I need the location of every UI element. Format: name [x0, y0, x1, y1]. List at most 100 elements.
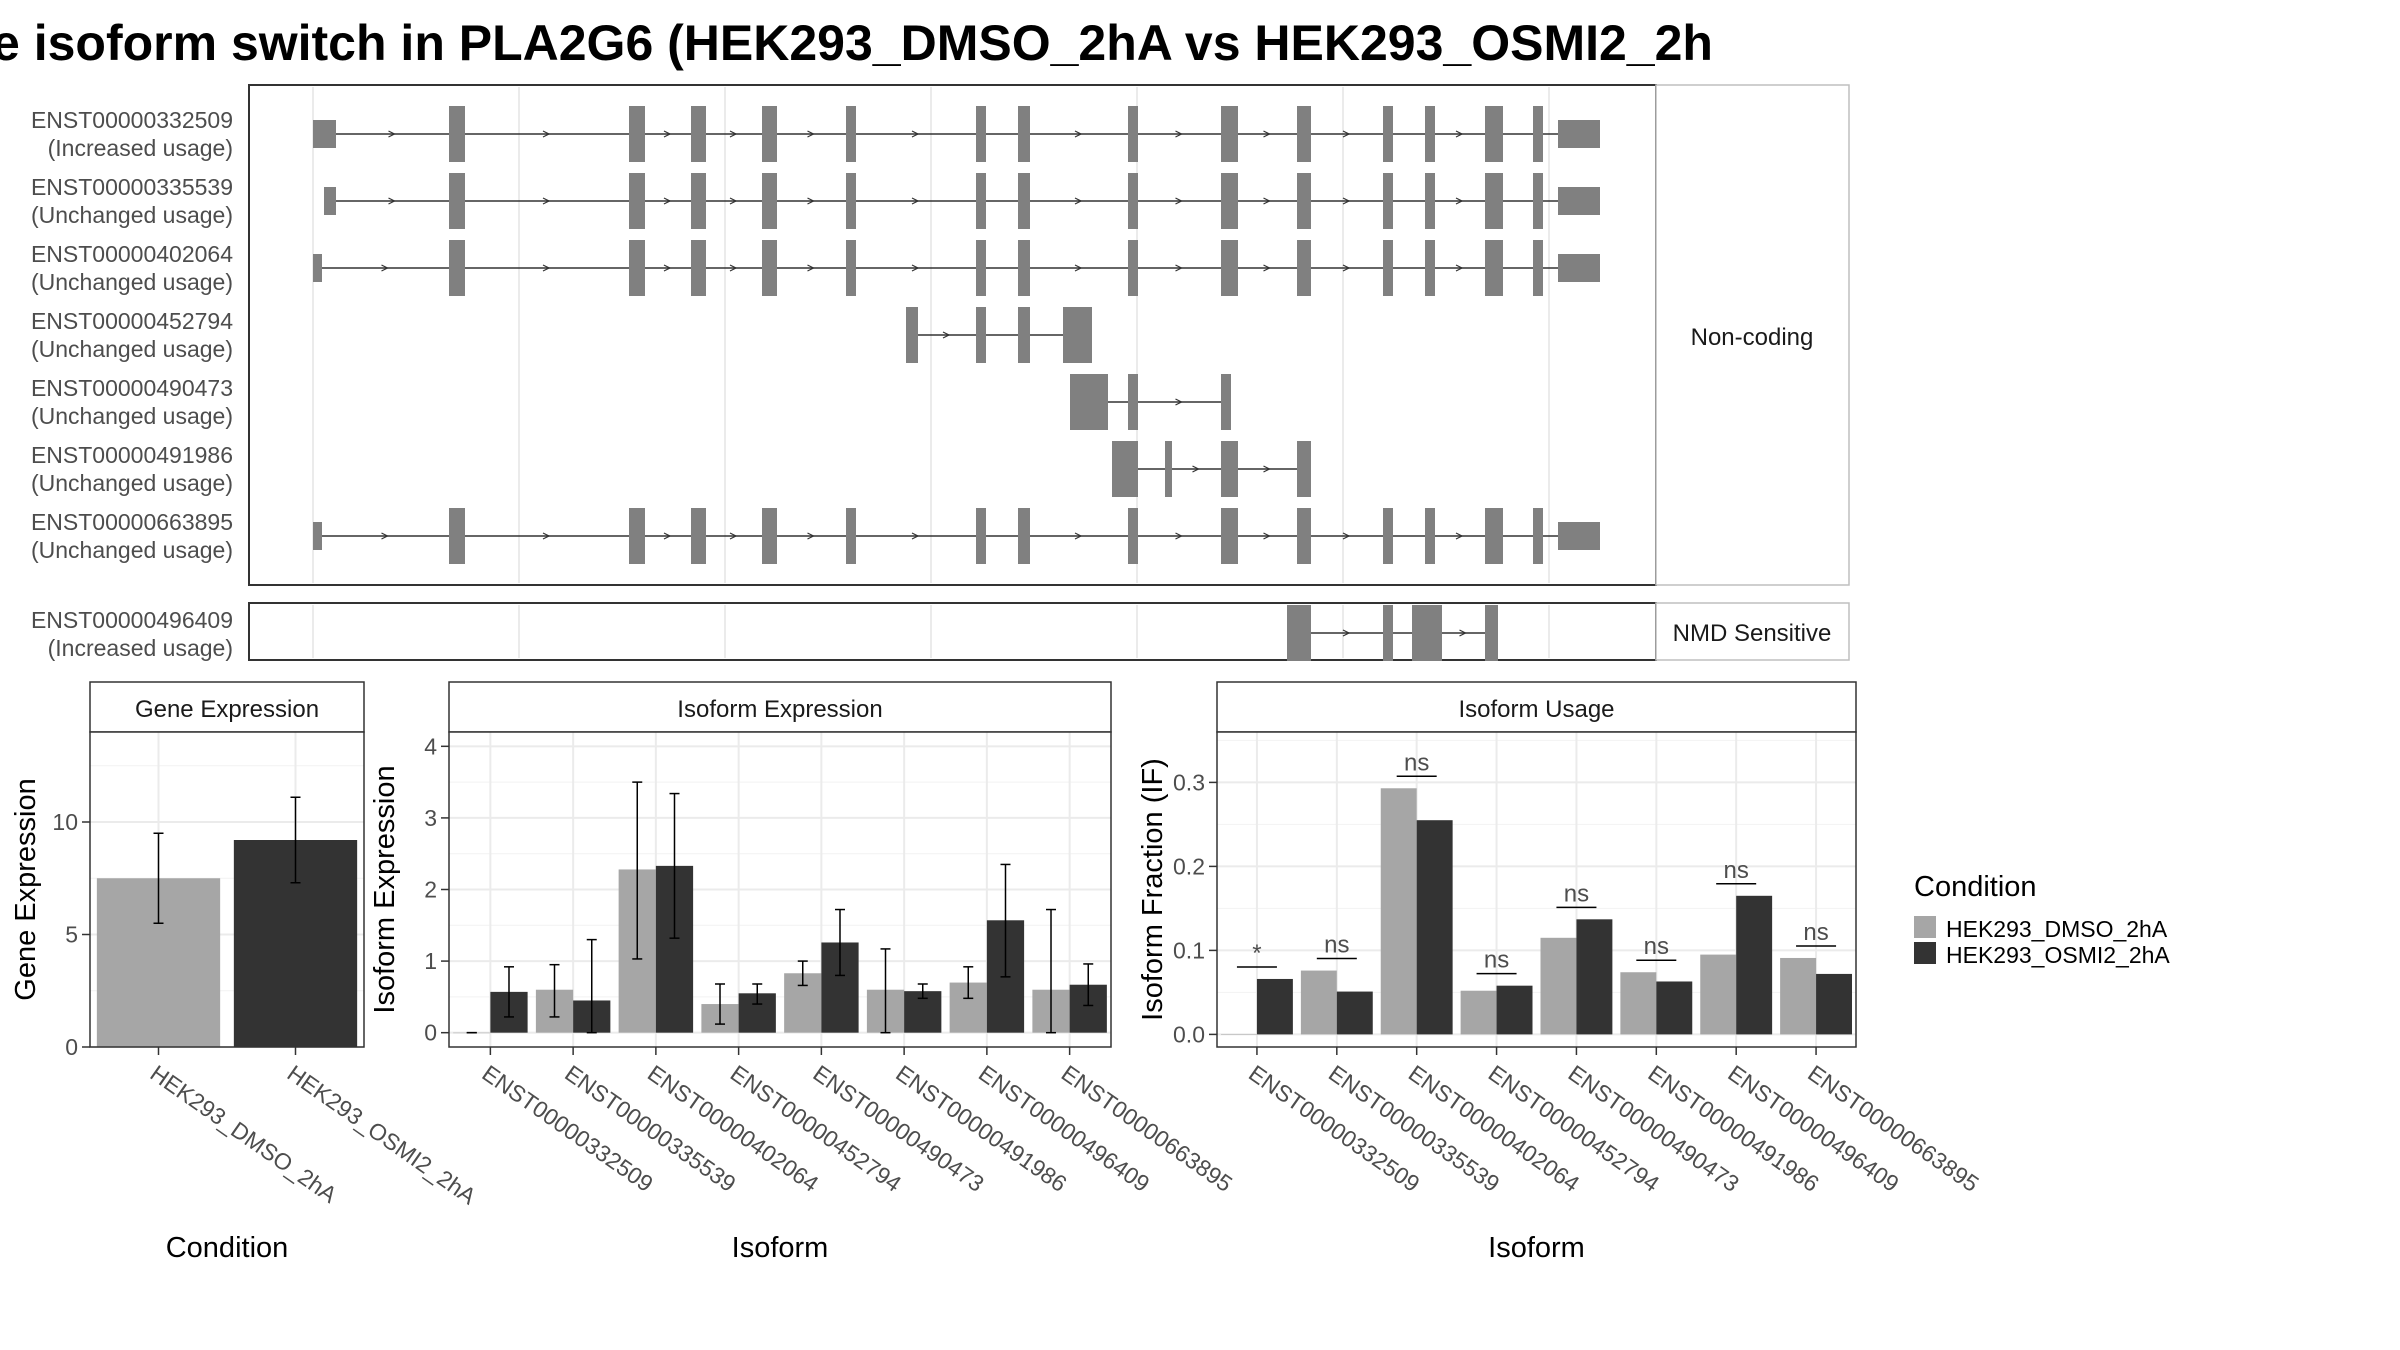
transcript-id-2: ENST00000335539 [31, 174, 233, 200]
y-axis-title: Gene Expression [10, 778, 42, 1000]
exon-block [846, 106, 856, 162]
transcript-id-4: ENST00000452794 [31, 308, 233, 334]
legend-title: Condition [1914, 871, 2037, 903]
transcript-usage-5: (Unchanged usage) [31, 403, 233, 429]
y-tick-label: 0.3 [1173, 769, 1205, 795]
significance-label: ns [1724, 857, 1749, 884]
bar [1460, 990, 1497, 1035]
exon-block [1018, 106, 1030, 162]
exon-block [1128, 173, 1138, 229]
intron-arrow [729, 532, 738, 540]
panel-title: Isoform Usage [1458, 696, 1614, 723]
significance-label: ns [1404, 749, 1429, 776]
intron-arrow [542, 532, 551, 540]
exon-block [324, 187, 336, 215]
bar [1300, 970, 1337, 1035]
intron-arrow [1342, 264, 1351, 272]
intron-arrow [1455, 532, 1464, 540]
y-tick-label: 0.0 [1173, 1021, 1205, 1047]
exon-block [449, 240, 465, 296]
intron-arrow [807, 197, 815, 205]
intron-arrow [663, 264, 672, 272]
exon-block [762, 508, 777, 564]
exon-block [1112, 441, 1138, 497]
bar [1780, 957, 1817, 1035]
panel-strip [448, 681, 1112, 733]
significance-label: ns [1803, 919, 1828, 946]
exon-block [1425, 508, 1435, 564]
transcript-panel-nmd-strip [1655, 602, 1850, 661]
exon-block [846, 508, 856, 564]
x-axis-title: Isoform [1488, 1232, 1585, 1264]
exon-block [1018, 307, 1030, 363]
panel-border [448, 731, 1112, 1048]
intron-arrow [1263, 264, 1271, 272]
exon-block [1412, 605, 1442, 661]
exon-block [1383, 173, 1393, 229]
exon-block [313, 120, 336, 148]
transcript-structure-plot: Non-coding NMD Sensitive ENST00000332509… [31, 84, 1850, 661]
intron-arrow [1074, 264, 1083, 272]
exon-block [1485, 240, 1503, 296]
exon-block [1425, 173, 1435, 229]
y-tick-label: 1 [424, 948, 437, 974]
exon-block [313, 254, 322, 282]
legend: Condition HEK293_DMSO_2hA HEK293_OSMI2_2… [1914, 871, 2170, 968]
panel-strip [1216, 681, 1857, 733]
intron-arrow [1342, 130, 1351, 138]
y-tick-label: 3 [424, 805, 437, 831]
exon-block [1533, 240, 1543, 296]
exon-block [1287, 605, 1311, 661]
transcript-id-8: ENST00000496409 [31, 607, 233, 633]
exon-block [1128, 106, 1138, 162]
y-tick-label: 0 [424, 1020, 437, 1046]
bar [1540, 937, 1577, 1035]
exon-block [449, 106, 465, 162]
intron-arrow [1459, 629, 1467, 637]
bar [1416, 820, 1453, 1035]
bar [1620, 972, 1657, 1035]
exon-block [313, 522, 322, 550]
intron-arrow [1074, 197, 1083, 205]
intron-arrow [1263, 130, 1271, 138]
exon-block [1018, 508, 1030, 564]
y-axis-title: Isoform Expression [369, 765, 401, 1013]
y-tick-label: 0 [65, 1034, 78, 1060]
exon-block [1297, 240, 1311, 296]
exon-block [629, 508, 645, 564]
isoform-expression-panel: Isoform Expression01234ENST00000332509EN… [369, 681, 1237, 1264]
exon-block [691, 508, 706, 564]
exon-block [691, 173, 706, 229]
transcript-id-7: ENST00000663895 [31, 509, 233, 535]
significance-label: ns [1484, 947, 1509, 974]
significance-label: ns [1324, 932, 1349, 959]
transcript-panel-nmd [248, 602, 1657, 661]
legend-swatch-osmi [1914, 942, 1936, 964]
transcript-usage-3: (Unchanged usage) [31, 269, 233, 295]
intron-arrow [911, 532, 920, 540]
transcript-usage-1: (Increased usage) [48, 135, 233, 161]
transcript-usage-6: (Unchanged usage) [31, 470, 233, 496]
transcript-usage-8: (Increased usage) [48, 635, 233, 661]
transcript-id-6: ENST00000491986 [31, 442, 233, 468]
exon-block [629, 106, 645, 162]
significance-label: ns [1644, 933, 1669, 960]
bar [1256, 978, 1293, 1035]
strip-label-nmd: NMD Sensitive [1673, 620, 1832, 647]
exon-block [1425, 240, 1435, 296]
bar [1816, 973, 1853, 1035]
panel-strip [89, 681, 365, 733]
intron-arrow [1342, 629, 1351, 637]
y-tick-label: 4 [424, 733, 437, 759]
exon-block [976, 240, 986, 296]
exon-block [762, 240, 777, 296]
intron-arrow [388, 130, 396, 138]
intron-arrow [911, 197, 920, 205]
isoform-usage-panel: Isoform Usage 0.0 0.1 0.2 0.3 * ns ns ns ns ns ns ns… [1137, 681, 1984, 1264]
legend-label-osmi: HEK293_OSMI2_2hA [1946, 942, 2170, 968]
transcript-panel-noncoding-strip [1655, 84, 1850, 586]
intron-arrow [663, 197, 672, 205]
exon-block [449, 173, 465, 229]
significance-label: ns [1564, 880, 1589, 907]
intron-arrow [542, 130, 551, 138]
